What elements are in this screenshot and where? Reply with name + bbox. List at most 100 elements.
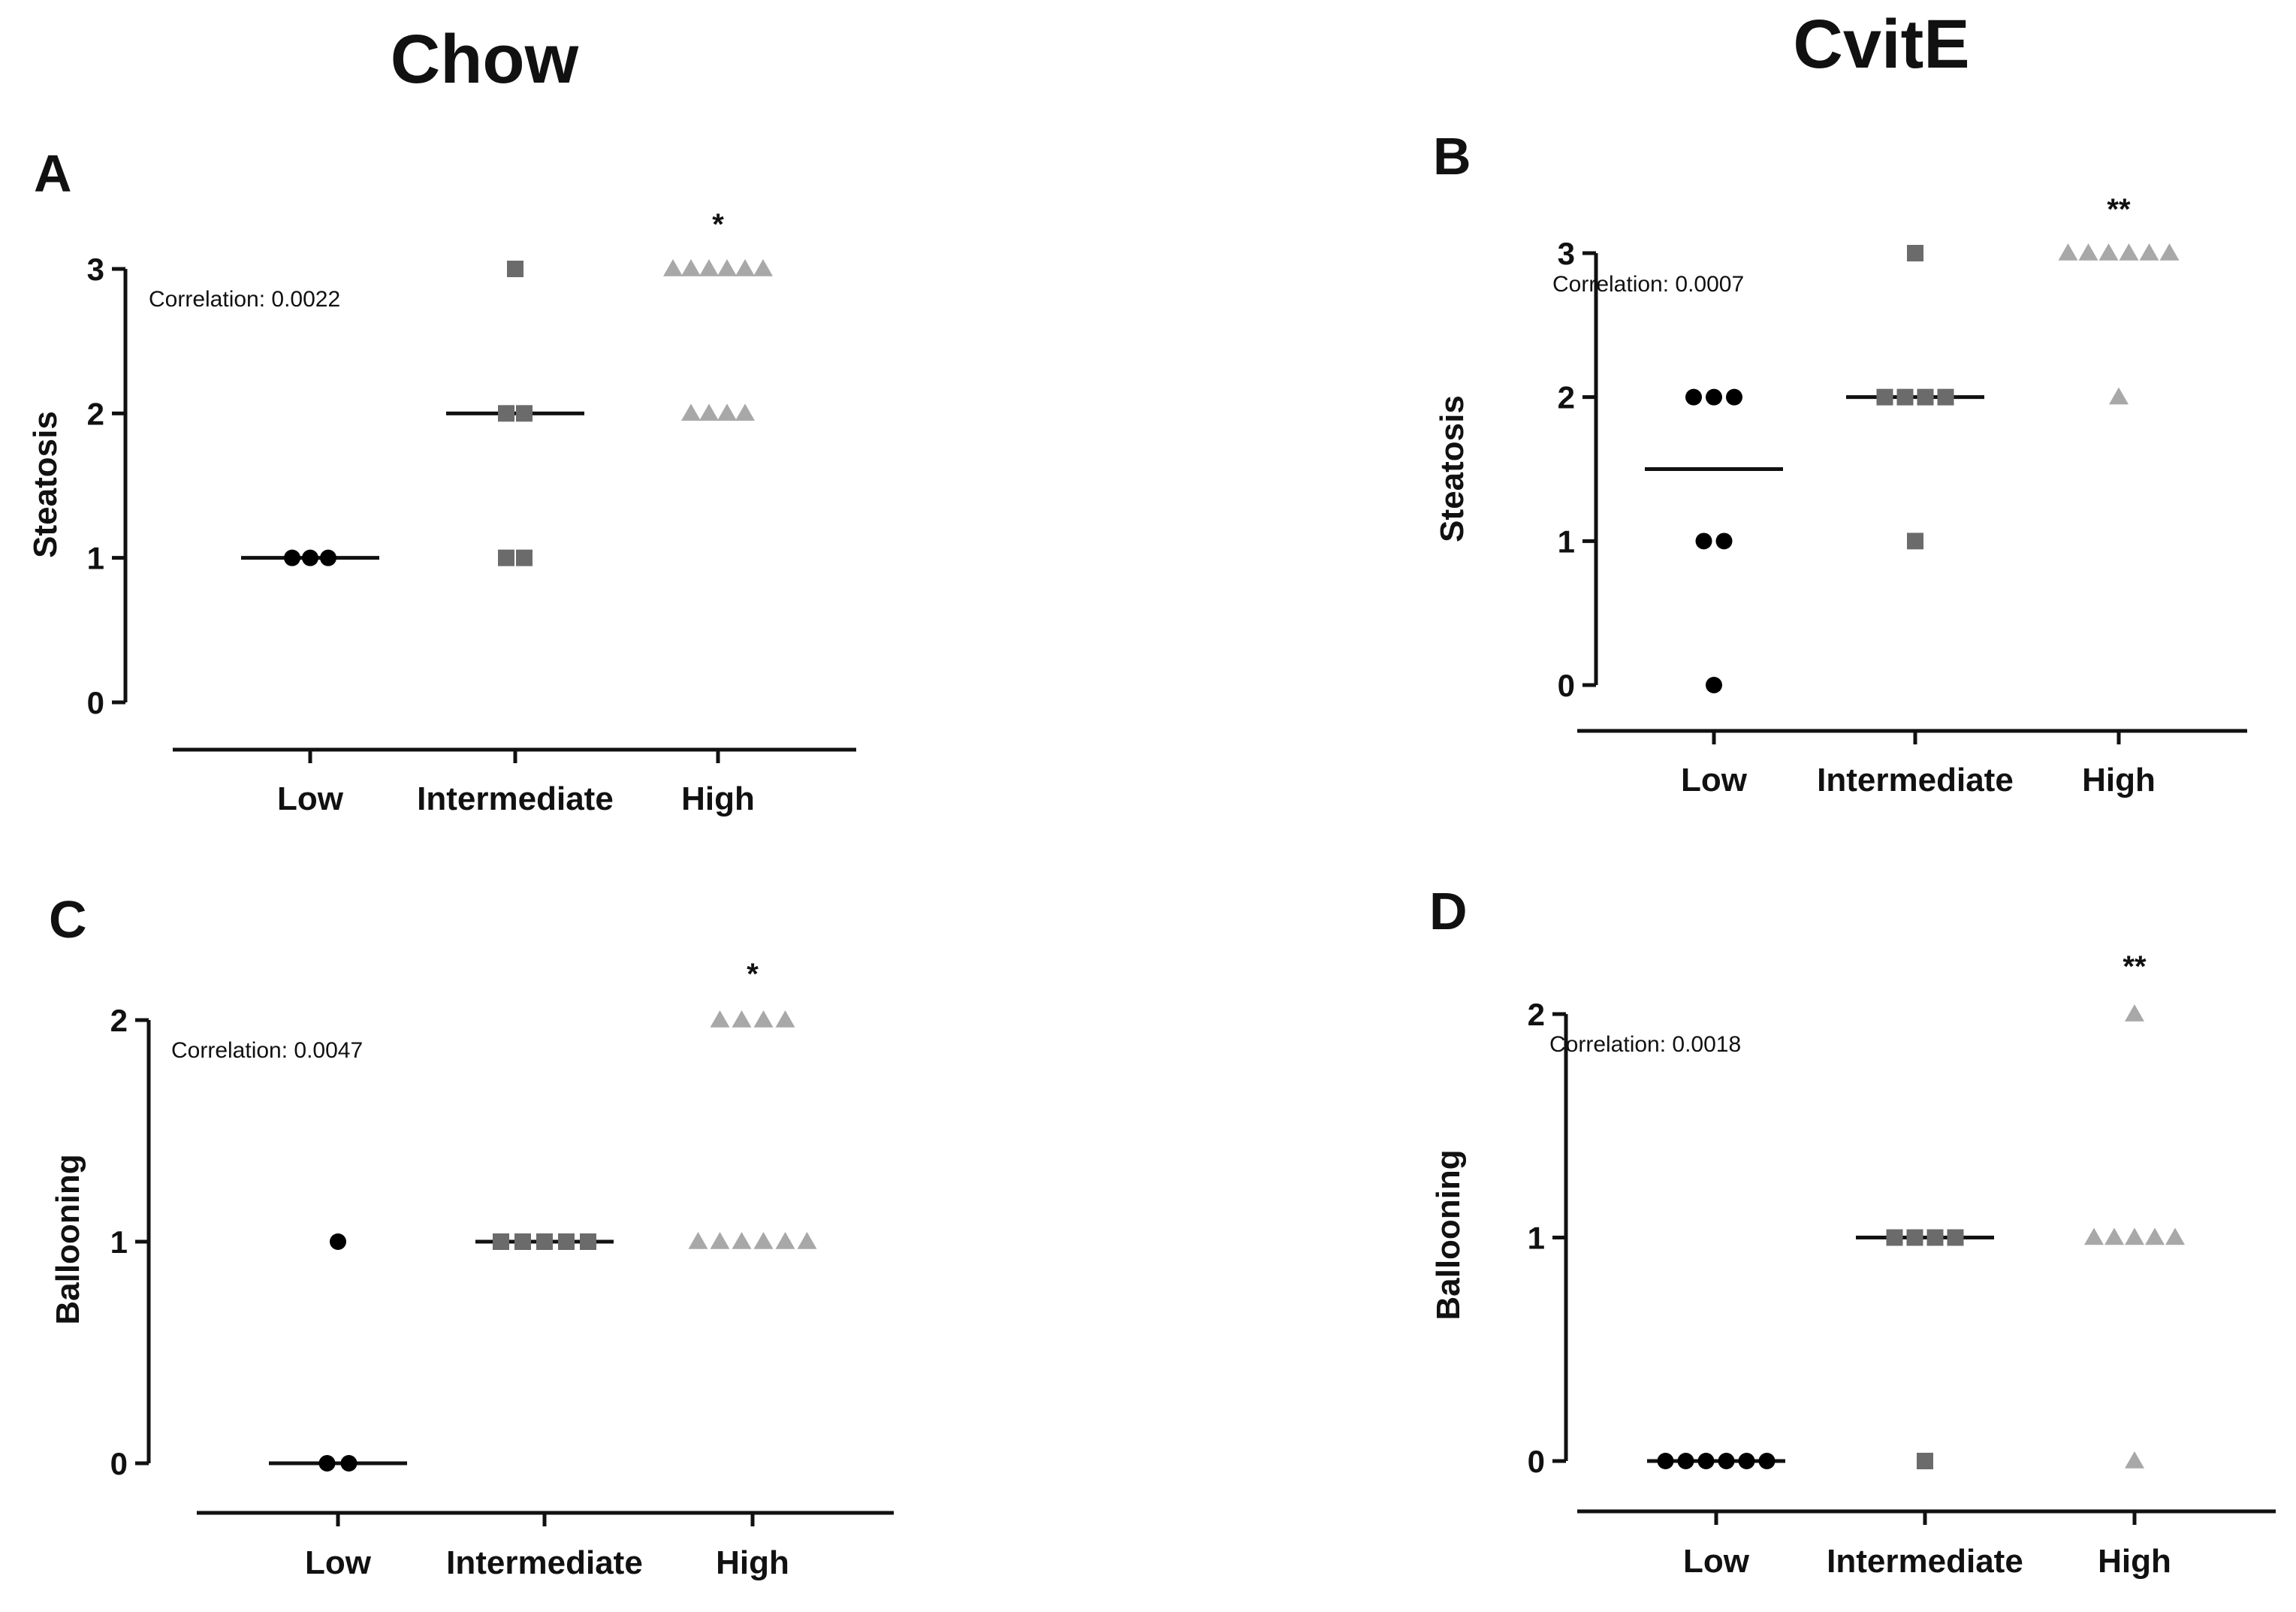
data-point-intermediate [536,1233,553,1250]
data-point-high [2109,387,2129,405]
significance-marker: * [747,958,759,991]
correlation-annotation: Correlation: 0.0047 [171,1038,363,1063]
panel-letter: A [34,144,72,203]
data-point-low [1718,1453,1735,1469]
x-tick-label-low: Low [1681,762,1748,798]
data-point-low [320,549,336,566]
data-point-high [2165,1227,2185,1245]
y-tick-label: 2 [1558,380,1575,415]
data-point-low [1758,1453,1776,1469]
y-tick-label: 0 [1528,1444,1545,1479]
column-title-cvite: CvitE [1793,6,1969,83]
data-point-high [2125,1451,2144,1469]
data-point-low [1697,1453,1715,1469]
data-point-low [318,1455,336,1472]
data-point-high [2104,1227,2124,1245]
y-tick-label: 1 [1528,1221,1545,1256]
data-point-high [753,259,773,276]
y-axis-label: Steatosis [1434,395,1471,542]
data-point-high [775,1010,795,1028]
x-tick-label-intermediate: Intermediate [1827,1543,2023,1580]
data-point-low [1685,388,1702,406]
y-tick-label: 1 [1558,524,1575,559]
x-tick-label-low: Low [277,780,344,817]
data-point-high [2098,243,2119,261]
data-point-high [775,1232,795,1249]
y-tick-label: 0 [1558,668,1575,703]
data-point-intermediate [1937,388,1954,406]
data-point-high [2125,1004,2144,1022]
data-point-high [753,1010,774,1028]
x-tick-label-high: High [2082,762,2156,798]
data-point-intermediate [1886,1229,1903,1246]
data-point-intermediate [1926,1229,1944,1246]
panel-letter: D [1429,882,1468,940]
data-point-intermediate [1947,1229,1964,1246]
x-tick-label-low: Low [1683,1543,1750,1580]
significance-marker: * [712,208,724,241]
data-point-high [732,1010,752,1028]
y-tick-label: 3 [87,252,104,287]
data-point-high [2145,1227,2165,1245]
data-point-low [1695,533,1712,550]
significance-marker: ** [2123,950,2147,983]
data-point-low [1726,388,1742,406]
data-point-intermediate [1907,245,1923,261]
y-tick-label: 0 [87,685,104,720]
data-point-low [1706,388,1722,406]
data-point-high [2058,243,2078,261]
data-point-intermediate [1917,1453,1933,1469]
y-axis-label: Steatosis [27,411,64,558]
data-point-low [1657,1453,1674,1469]
data-point-intermediate [516,405,533,422]
data-point-high [2125,1227,2144,1245]
data-point-high [699,403,719,421]
data-point-low [1706,677,1722,693]
y-axis-label: Ballooning [1430,1149,1467,1320]
data-point-high [735,259,755,276]
data-point-high [2159,243,2180,261]
data-point-high [710,1010,730,1028]
correlation-annotation: Correlation: 0.0018 [1549,1032,1741,1057]
panel-letter: B [1433,127,1471,186]
data-point-high [681,259,701,276]
data-point-high [2078,243,2098,261]
y-tick-label: 0 [110,1446,128,1481]
correlation-annotation: Correlation: 0.0007 [1552,272,1744,297]
panel-c: C Ballooning 0 1 2 Low Intermediate High Correla… [49,890,894,1581]
data-point-low [302,549,318,566]
data-point-intermediate [1907,533,1923,550]
data-point-high [2084,1227,2104,1245]
data-point-intermediate [516,549,533,566]
x-tick-label-intermediate: Intermediate [1817,762,2014,798]
data-point-intermediate [498,405,514,422]
data-point-high [753,1232,774,1249]
data-point-low [1715,533,1733,550]
data-point-high [699,259,719,276]
data-point-high [2119,243,2139,261]
data-point-high [717,259,737,276]
data-point-intermediate [1896,388,1914,406]
panels: A Steatosis 0 1 2 3 Low Intermediate High Correla… [27,127,2276,1581]
data-point-high [797,1232,817,1249]
data-point-low [284,549,300,566]
panel-letter: C [49,890,87,949]
panel-a: A Steatosis 0 1 2 3 Low Intermediate High Correla… [27,144,856,817]
panel-d: D Ballooning 0 1 2 Low Intermediate High Correla… [1429,882,2276,1580]
data-point-low [1738,1453,1755,1469]
significance-marker: ** [2107,193,2131,226]
x-tick-label-high: High [2098,1543,2171,1580]
data-point-low [1677,1453,1694,1469]
x-tick-label-intermediate: Intermediate [446,1544,643,1581]
column-title-chow: Chow [391,21,579,98]
data-point-low [330,1233,346,1250]
y-tick-label: 1 [110,1224,128,1260]
x-tick-label-high: High [716,1544,789,1581]
data-point-intermediate [1917,388,1934,406]
y-tick-label: 2 [1528,997,1545,1032]
data-point-intermediate [507,261,523,277]
data-point-high [2139,243,2159,261]
data-point-intermediate [493,1233,509,1250]
data-point-intermediate [580,1233,596,1250]
